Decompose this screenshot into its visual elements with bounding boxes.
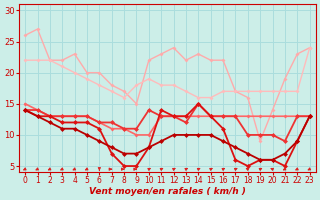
X-axis label: Vent moyen/en rafales ( km/h ): Vent moyen/en rafales ( km/h ) (89, 187, 246, 196)
